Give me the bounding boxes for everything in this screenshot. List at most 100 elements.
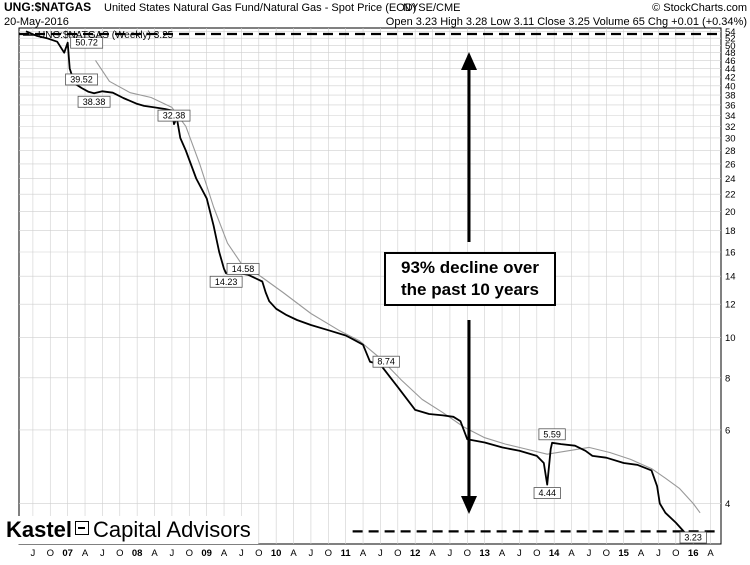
annotation-box [209,275,243,288]
y-tick-label: 14 [725,272,736,283]
x-tick-label: J [170,548,175,559]
x-tick-label: O [603,548,610,559]
x-tick-label: J [239,548,244,559]
x-tick-label: 07 [62,548,73,559]
y-tick-label: 50 [725,41,736,52]
annotation-label: 14.23 [215,277,238,287]
y-tick-label: 30 [725,133,736,144]
y-tick-label: 42 [725,72,736,83]
x-tick-label: 13 [479,548,490,559]
x-tick-label: 12 [410,548,421,559]
kastel-logo: Kastel Capital Advisors [6,516,258,544]
annotation-label: 4.44 [538,488,556,498]
annotation-label: 38.38 [83,97,106,107]
y-tick-label: 4 [725,499,730,510]
header-description: United States Natural Gas Fund/Natural G… [104,2,416,14]
x-tick-label: O [533,548,540,559]
x-tick-label: J [517,548,522,559]
x-tick-label: A [82,548,89,559]
price-annotation: 5.59 [538,428,566,441]
annotation-box [226,262,260,275]
y-tick-label: 16 [725,248,736,259]
price-line [25,30,697,544]
y-tick-label: 52 [725,34,736,45]
annotation-box [65,73,98,86]
price-annotation: 39.52 [65,73,98,86]
y-axis: 4681012141618202224262830323436384042444… [725,27,736,510]
x-tick-label: J [656,548,661,559]
price-annotation: 50.72 [70,36,104,49]
logo-name: Kastel [6,517,73,542]
logo-suffix: Capital Advisors [93,517,251,542]
x-tick-label: A [568,548,575,559]
callout-line-1: 93% decline over [401,258,539,277]
y-tick-label: 40 [725,81,736,92]
x-tick-label: 08 [132,548,143,559]
x-tick-label: 16 [688,548,699,559]
y-tick-label: 28 [725,146,736,157]
annotation-box [157,109,191,122]
grid [19,28,721,544]
price-annotation: 14.23 [209,275,243,288]
x-tick-label: A [638,548,645,559]
y-tick-label: 22 [725,190,736,201]
y-tick-label: 10 [725,333,736,344]
x-axis: J O 07 A J O 08 A J O 09 A J O 10 A J O 11 A J O 12 A J O 13 A J O 14 A… [31,548,715,559]
x-tick-label: J [100,548,105,559]
x-tick-label: 10 [271,548,282,559]
price-annotation: 4.44 [533,487,561,499]
price-annotation: 32.38 [157,109,191,122]
annotation-label: 32.38 [163,111,186,121]
annotation-box [679,531,707,544]
annotation-label: 8.74 [377,357,395,367]
x-tick-label: O [394,548,401,559]
x-tick-label: A [221,548,228,559]
header-symbol: UNG:$NATGAS [4,0,91,14]
x-tick-label: O [464,548,471,559]
x-tick-label: A [360,548,367,559]
moving-average-line [95,60,701,514]
x-tick-label: A [290,548,297,559]
y-tick-label: 48 [725,48,736,59]
logo-mark-icon [75,521,90,535]
x-tick-label: A [499,548,506,559]
y-tick-label: 32 [725,122,736,133]
annotation-label: 3.23 [684,533,702,543]
annotation-box [372,355,400,368]
annotation-label: 14.58 [232,264,255,274]
y-tick-label: 12 [725,300,736,311]
y-tick-label: 24 [725,174,736,185]
y-tick-label: 6 [725,425,730,436]
arrow-head-down [461,496,477,514]
y-tick-label: 18 [725,226,736,237]
x-tick-label: 14 [549,548,560,559]
y-tick-label: 36 [725,100,736,111]
legend-label: UNG:$NATGAS (Weekly) 3.25 [38,30,174,41]
annotation-box [533,487,561,499]
plot-area [18,27,722,545]
x-tick-label: 15 [618,548,629,559]
annotation-box [538,428,566,441]
reference-lines [19,32,721,533]
price-annotation: 38.38 [77,95,111,108]
y-tick-label: 38 [725,91,736,102]
x-tick-label: A [707,548,714,559]
x-tick-label: A [429,548,436,559]
y-tick-label: 54 [725,27,736,38]
y-tick-label: 44 [725,64,736,75]
annotation-label: 50.72 [75,38,98,48]
y-tick-label: 26 [725,159,736,170]
x-tick-label: O [47,548,54,559]
x-tick-label: 09 [201,548,212,559]
y-tick-label: 46 [725,56,736,67]
x-tick-label: J [309,548,314,559]
annotation-box [70,36,104,49]
decline-arrow [461,52,477,514]
annotations: 50.72 39.52 38.38 32.38 14.58 14.23 8.74 5.59 4.… [65,36,707,544]
x-tick-label: J [31,548,36,559]
legend: UNG:$NATGAS (Weekly) 3.25 [23,30,174,41]
x-tick-label: J [448,548,453,559]
x-tick-label: O [325,548,332,559]
